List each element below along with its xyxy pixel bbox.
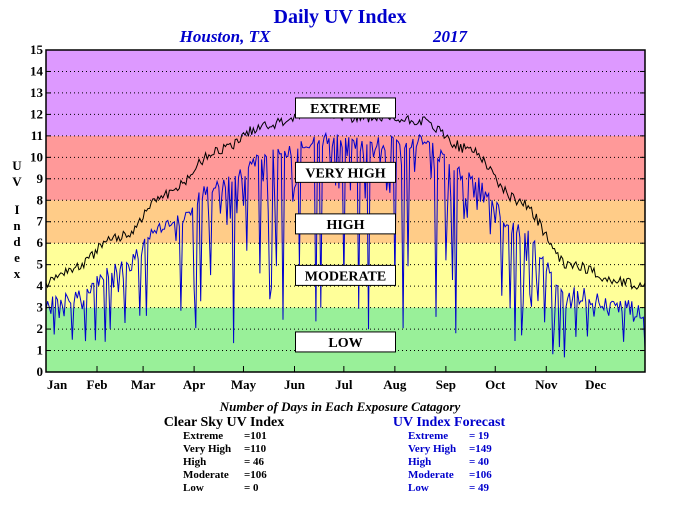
category-box-extreme	[295, 97, 396, 119]
y-tick-label-4: 4	[37, 278, 44, 293]
y-tick-label-6: 6	[37, 235, 44, 250]
y-axis-label-letter-2: I	[14, 202, 19, 217]
x-tick-label-mar: Mar	[131, 377, 156, 392]
forecast-value-high: = 40	[469, 456, 490, 468]
plot-frame	[45, 49, 646, 373]
band-extreme	[46, 50, 645, 136]
forecast-label-very-high: Very High	[408, 443, 456, 455]
y-axis-label-letter-0: U	[12, 158, 22, 173]
y-tick-label-3: 3	[37, 300, 44, 315]
clear-sky-value-high: = 46	[244, 456, 265, 468]
clear-sky-label-very-high: Very High	[183, 443, 231, 455]
clear-sky-label-low: Low	[183, 482, 204, 494]
x-tick-label-oct: Oct	[485, 377, 506, 392]
y-axis-label-letter-5: e	[14, 250, 20, 265]
x-tick-label-feb: Feb	[87, 377, 108, 392]
y-tick-label-13: 13	[30, 85, 44, 100]
y-tick-label-15: 15	[30, 42, 44, 57]
forecast-title: UV Index Forecast	[393, 415, 506, 430]
forecast-value-moderate: =106	[469, 469, 492, 481]
category-box-very-high	[295, 161, 396, 183]
stats-rows: Extreme =101 Very High =110 High = 46 Moderate…	[183, 430, 492, 494]
forecast-label-extreme: Extreme	[408, 430, 448, 442]
clear-sky-label-extreme: Extreme	[183, 430, 223, 442]
y-axis-label-letter-1: V	[12, 174, 22, 189]
category-label-moderate: MODERATE	[305, 269, 386, 284]
stats-title: Number of Days in Each Exposure Catagory	[219, 399, 461, 414]
clear-sky-label-moderate: Moderate	[183, 469, 229, 481]
y-tick-label-7: 7	[37, 214, 44, 229]
y-tick-label-10: 10	[30, 149, 43, 164]
category-label-low: LOW	[328, 336, 362, 351]
forecast-value-low: = 49	[469, 482, 490, 494]
forecast-label-moderate: Moderate	[408, 469, 454, 481]
x-tick-label-jul: Jul	[335, 377, 353, 392]
x-tick-label-aug: Aug	[383, 377, 407, 392]
clear-sky-value-extreme: =101	[244, 430, 267, 442]
category-label-extreme: EXTREME	[310, 102, 381, 117]
y-axis-label-letter-4: d	[13, 234, 21, 249]
y-tick-label-14: 14	[30, 63, 44, 78]
y-tick-label-12: 12	[30, 106, 43, 121]
y-tick-label-11: 11	[31, 128, 43, 143]
clear-sky-value-very-high: =110	[244, 443, 267, 455]
clear-sky-value-moderate: =106	[244, 469, 267, 481]
category-label-very-high: VERY HIGH	[305, 166, 385, 181]
forecast-value-very-high: =149	[469, 443, 492, 455]
category-box-high	[295, 213, 396, 235]
clear-sky-title: Clear Sky UV Index	[164, 415, 284, 430]
y-tick-label-1: 1	[37, 343, 44, 358]
chart-year: 2017	[432, 27, 469, 46]
category-box-moderate	[295, 264, 396, 286]
clear-sky-value-low: = 0	[244, 482, 259, 494]
forecast-label-high: High	[408, 456, 431, 468]
x-tick-label-jan: Jan	[47, 377, 68, 392]
category-labels: EXTREME VERY HIGH HIGH MODERATE LOW	[295, 97, 396, 353]
x-axis-ticks: Jan Feb Mar Apr May Jun Jul Aug Sep Oct Nov Dec	[45, 366, 606, 392]
series-line-forecast	[45, 131, 646, 358]
clear-sky-label-high: High	[183, 456, 206, 468]
category-box-low	[295, 331, 396, 353]
forecast-value-extreme: = 19	[469, 430, 490, 442]
x-tick-label-jun: Jun	[284, 377, 306, 392]
forecast-label-low: Low	[408, 482, 429, 494]
y-tick-label-2: 2	[37, 321, 44, 336]
chart-location: Houston, TX	[179, 27, 271, 46]
chart-title: Daily UV Index	[274, 6, 407, 28]
y-tick-label-8: 8	[37, 192, 44, 207]
y-tick-label-5: 5	[37, 257, 44, 272]
x-tick-label-dec: Dec	[585, 377, 606, 392]
y-axis-label-letter-6: x	[14, 266, 21, 281]
x-tick-label-apr: Apr	[183, 377, 206, 392]
y-tick-label-0: 0	[37, 364, 44, 379]
y-axis-label-letter-3: n	[13, 218, 21, 233]
category-label-high: HIGH	[326, 218, 364, 233]
x-tick-label-nov: Nov	[535, 377, 558, 392]
x-tick-label-may: May	[231, 377, 257, 392]
y-tick-label-9: 9	[37, 171, 44, 186]
x-tick-label-sep: Sep	[436, 377, 456, 392]
